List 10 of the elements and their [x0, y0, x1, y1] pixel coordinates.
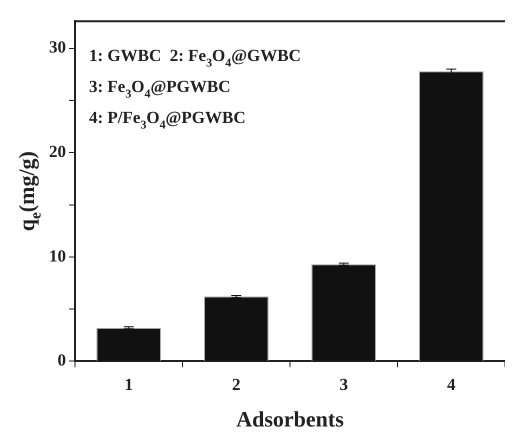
- x-tick-label: 4: [447, 374, 456, 394]
- x-tick-label: 1: [124, 374, 133, 394]
- y-tick-label: 0: [58, 350, 66, 370]
- y-tick-label: 10: [49, 246, 66, 266]
- x-axis-title: Adsorbents: [236, 406, 344, 432]
- y-axis-title: qe(mg/g): [14, 151, 45, 232]
- y-tick-label: 20: [49, 142, 66, 161]
- x-tick-label: 2: [232, 374, 240, 394]
- y-tick-label: 30: [49, 38, 66, 57]
- x-tick-label: 3: [340, 374, 348, 394]
